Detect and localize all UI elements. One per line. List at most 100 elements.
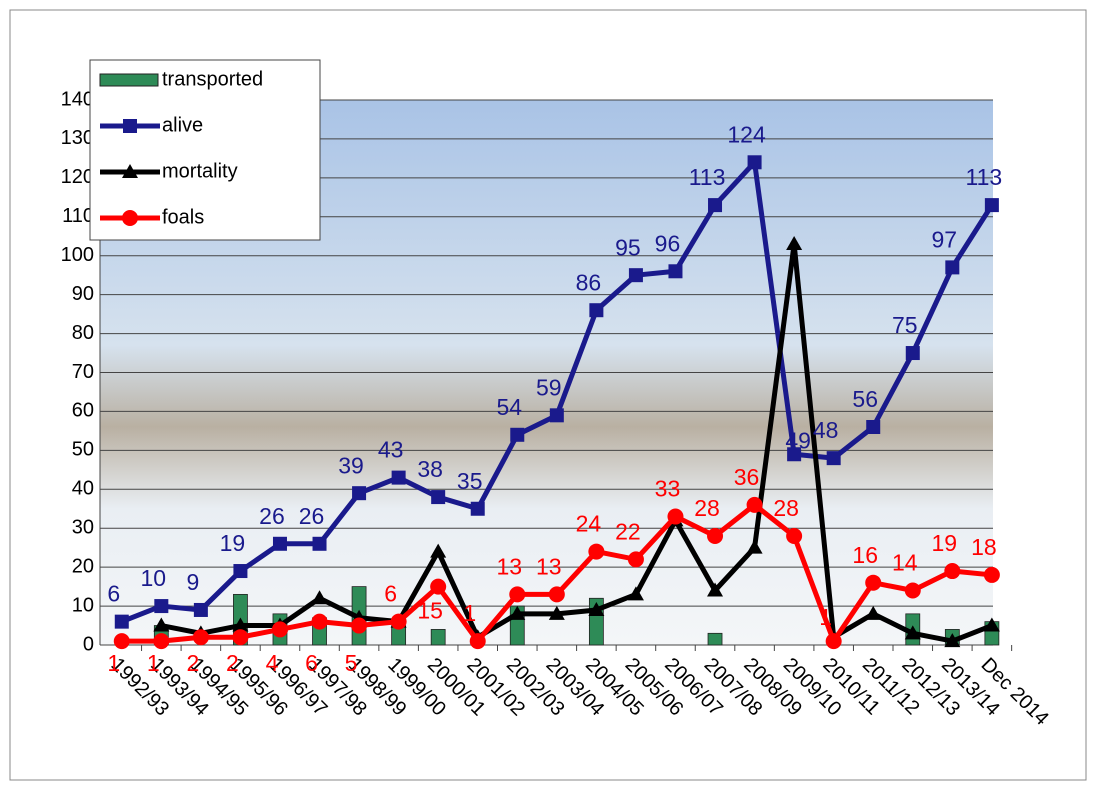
marker [233, 564, 247, 578]
marker [668, 264, 682, 278]
data-label: 2 [186, 650, 199, 676]
data-label: 113 [966, 164, 1003, 190]
data-label: 24 [576, 511, 602, 537]
data-label: 113 [689, 164, 726, 190]
marker [193, 629, 209, 645]
marker [549, 586, 565, 602]
data-label: 33 [655, 476, 681, 502]
marker [312, 614, 328, 630]
marker [747, 497, 763, 513]
marker [945, 260, 959, 274]
legend-label: alive [162, 114, 203, 136]
data-label: 19 [932, 530, 958, 556]
bar [708, 633, 722, 645]
data-label: 49 [785, 427, 811, 453]
marker [194, 603, 208, 617]
data-label: 6 [384, 581, 397, 607]
data-label: 16 [852, 542, 878, 568]
data-label: 36 [734, 464, 760, 490]
marker [153, 633, 169, 649]
marker [905, 583, 921, 599]
marker [351, 618, 367, 634]
marker [628, 551, 644, 567]
data-label: 95 [615, 234, 641, 260]
marker [114, 633, 130, 649]
marker [431, 490, 445, 504]
legend-label: transported [162, 68, 263, 90]
marker [352, 486, 366, 500]
data-label: 35 [457, 468, 483, 494]
data-label: 28 [694, 495, 720, 521]
legend-label: mortality [162, 160, 238, 182]
marker [786, 528, 802, 544]
marker [629, 268, 643, 282]
marker [667, 509, 683, 525]
y-tick-label: 100 [61, 244, 94, 266]
marker [272, 621, 288, 637]
y-tick-label: 120 [61, 166, 94, 188]
marker [985, 198, 999, 212]
data-label: 2 [226, 650, 239, 676]
marker [154, 599, 168, 613]
marker [509, 586, 525, 602]
data-label: 6 [305, 650, 318, 676]
marker [865, 575, 881, 591]
y-tick-label: 0 [83, 633, 94, 655]
data-label: 1 [819, 604, 832, 630]
data-label: 39 [338, 452, 364, 478]
data-label: 10 [141, 565, 167, 591]
data-label: 19 [220, 530, 246, 556]
data-label: 54 [496, 394, 522, 420]
data-label: 43 [378, 437, 404, 463]
marker [550, 408, 564, 422]
legend-marker [122, 210, 138, 226]
data-label: 48 [813, 417, 839, 443]
bar [431, 629, 445, 645]
y-tick-label: 50 [72, 439, 94, 461]
data-label: 14 [892, 550, 918, 576]
marker [984, 567, 1000, 583]
y-tick-label: 60 [72, 400, 94, 422]
marker [510, 428, 524, 442]
data-label: 56 [852, 386, 878, 412]
y-tick-label: 130 [61, 127, 94, 149]
data-label: 96 [655, 230, 681, 256]
y-tick-label: 140 [61, 88, 94, 110]
y-tick-label: 70 [72, 361, 94, 383]
y-tick-label: 10 [72, 594, 94, 616]
marker [471, 502, 485, 516]
y-tick-label: 90 [72, 283, 94, 305]
y-tick-label: 110 [62, 205, 94, 227]
data-label: 18 [971, 534, 997, 560]
marker [392, 471, 406, 485]
y-tick-label: 20 [72, 555, 94, 577]
data-label: 4 [266, 650, 279, 676]
marker [748, 155, 762, 169]
data-label: 13 [496, 553, 522, 579]
data-label: 6 [107, 581, 120, 607]
marker [391, 614, 407, 630]
data-label: 38 [417, 456, 443, 482]
marker [430, 579, 446, 595]
data-label: 1 [463, 600, 476, 626]
data-label: 9 [186, 569, 199, 595]
data-label: 28 [773, 495, 799, 521]
marker [273, 537, 287, 551]
marker [470, 633, 486, 649]
marker [866, 420, 880, 434]
data-label: 124 [727, 121, 766, 147]
y-tick-label: 30 [72, 516, 94, 538]
marker [707, 528, 723, 544]
data-label: 59 [536, 374, 562, 400]
marker [115, 615, 129, 629]
marker [827, 451, 841, 465]
marker [944, 563, 960, 579]
marker [826, 633, 842, 649]
data-label: 75 [892, 312, 918, 338]
data-label: 26 [299, 503, 325, 529]
y-tick-label: 80 [72, 322, 94, 344]
chart: 01020304050607080901001101201301401992/9… [0, 0, 1093, 785]
marker [313, 537, 327, 551]
marker [906, 346, 920, 360]
data-label: 13 [536, 553, 562, 579]
